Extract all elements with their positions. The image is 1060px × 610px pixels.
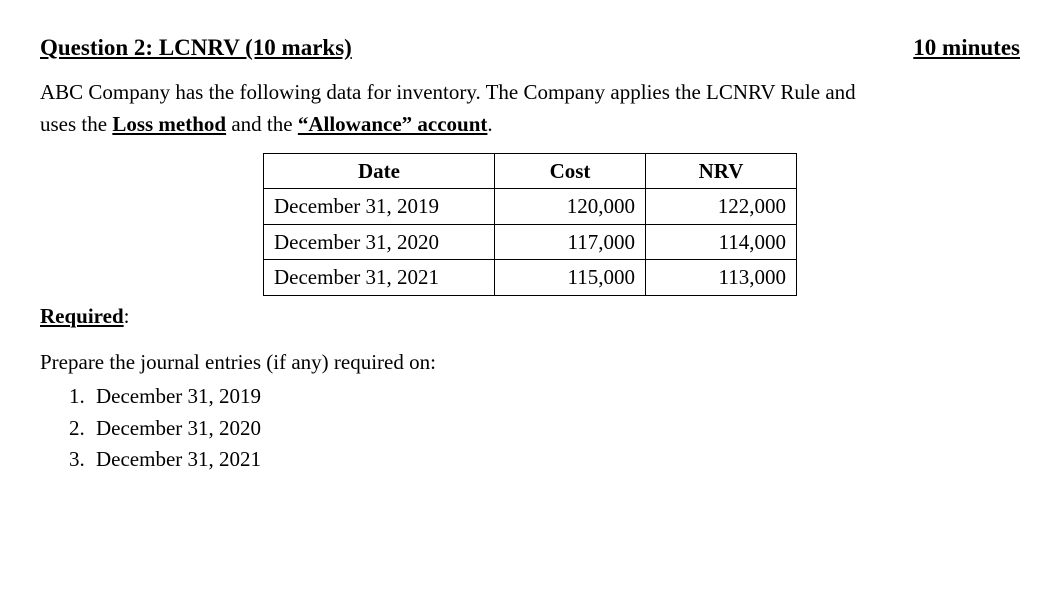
question-time: 10 minutes	[913, 30, 1020, 66]
loss-method-text: Loss method	[112, 112, 226, 136]
intro-period: .	[487, 112, 492, 136]
cell-date: December 31, 2021	[264, 260, 495, 296]
list-item: December 31, 2019	[90, 381, 1020, 413]
allowance-text: “Allowance” account	[298, 112, 488, 136]
cell-date: December 31, 2019	[264, 189, 495, 225]
intro-and-the: and the	[226, 112, 298, 136]
col-header-date: Date	[264, 153, 495, 189]
required-word: Required	[40, 304, 124, 328]
table-header-row: Date Cost NRV	[264, 153, 797, 189]
col-header-nrv: NRV	[646, 153, 797, 189]
prepare-text: Prepare the journal entries (if any) req…	[40, 346, 1020, 379]
question-title: Question 2: LCNRV (10 marks)	[40, 30, 352, 66]
cell-nrv: 113,000	[646, 260, 797, 296]
cell-cost: 115,000	[495, 260, 646, 296]
list-item: December 31, 2021	[90, 444, 1020, 476]
required-list: December 31, 2019 December 31, 2020 Dece…	[90, 381, 1020, 476]
required-label: Required:	[40, 300, 1020, 333]
table-row: December 31, 2021 115,000 113,000	[264, 260, 797, 296]
cell-cost: 117,000	[495, 224, 646, 260]
required-colon: :	[124, 304, 130, 328]
cell-nrv: 114,000	[646, 224, 797, 260]
question-header: Question 2: LCNRV (10 marks) 10 minutes	[40, 30, 1020, 66]
list-item: December 31, 2020	[90, 413, 1020, 445]
table-row: December 31, 2019 120,000 122,000	[264, 189, 797, 225]
intro-line1: ABC Company has the following data for i…	[40, 80, 856, 104]
intro-paragraph: ABC Company has the following data for i…	[40, 76, 1020, 141]
col-header-cost: Cost	[495, 153, 646, 189]
intro-line2-prefix: uses the	[40, 112, 112, 136]
data-table-wrap: Date Cost NRV December 31, 2019 120,000 …	[40, 153, 1020, 296]
table-row: December 31, 2020 117,000 114,000	[264, 224, 797, 260]
cell-cost: 120,000	[495, 189, 646, 225]
inventory-table: Date Cost NRV December 31, 2019 120,000 …	[263, 153, 797, 296]
cell-date: December 31, 2020	[264, 224, 495, 260]
cell-nrv: 122,000	[646, 189, 797, 225]
